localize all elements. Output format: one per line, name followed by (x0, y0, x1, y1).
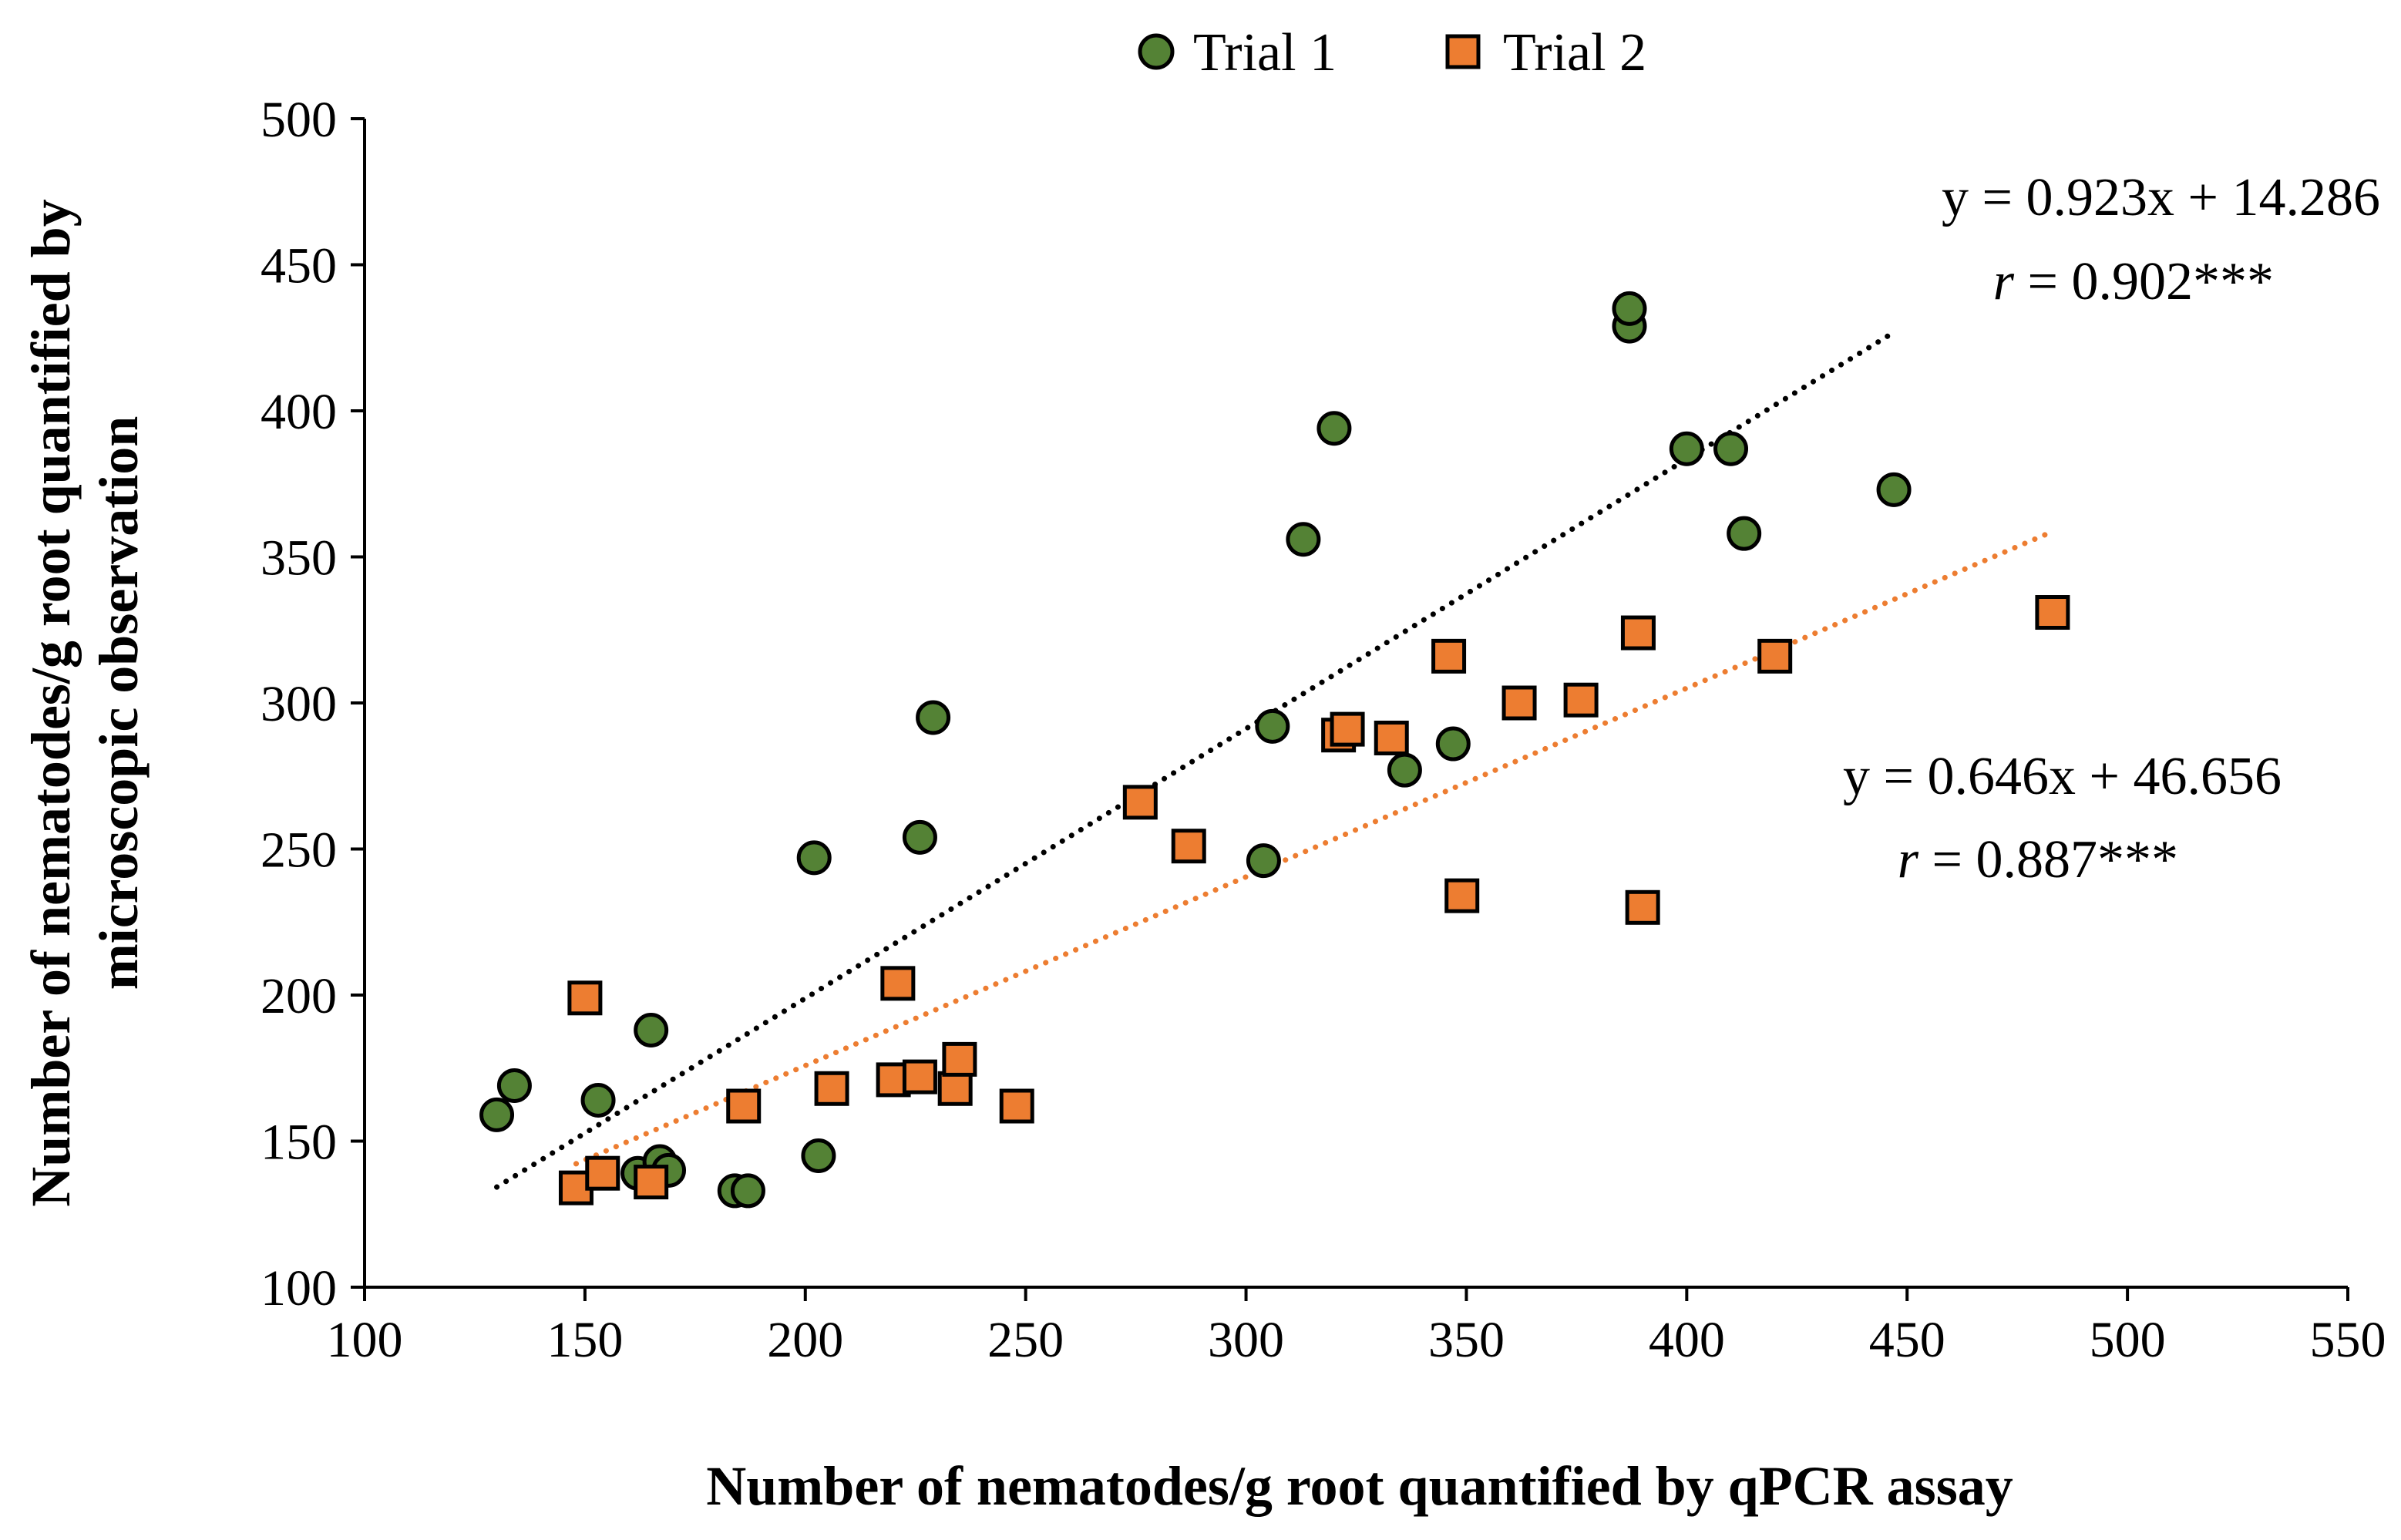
data-point-trial-2 (937, 1071, 973, 1106)
x-tick-label: 350 (1428, 1312, 1505, 1368)
legend: Trial 1 Trial 2 (1138, 23, 1646, 82)
y-axis-title-line-1: Number of nematodes/g root quantified by (20, 199, 82, 1206)
data-point-trial-2 (1444, 878, 1480, 913)
series-trial-1-points (479, 291, 1912, 1209)
legend-marker-trial-2 (1445, 34, 1481, 69)
data-point-trial-1 (1387, 752, 1422, 788)
series-trial-2-points (558, 595, 2070, 1205)
data-point-trial-1 (634, 1012, 669, 1047)
x-tick-label: 550 (2310, 1312, 2386, 1368)
legend-item-trial-2: Trial 2 (1445, 23, 1646, 82)
data-point-trial-2 (567, 980, 603, 1016)
x-tick-label: 250 (987, 1312, 1064, 1368)
y-tick-label: 350 (261, 530, 337, 587)
data-point-trial-2 (1330, 711, 1365, 747)
data-point-trial-1 (1435, 726, 1471, 762)
data-point-trial-1 (1876, 472, 1912, 507)
y-tick-label: 100 (261, 1260, 337, 1316)
data-point-trial-2 (814, 1071, 849, 1106)
data-point-trial-2 (1374, 720, 1409, 755)
data-point-trial-1 (801, 1138, 836, 1173)
data-point-trial-2 (1757, 638, 1793, 674)
data-point-trial-1 (479, 1097, 515, 1132)
data-point-trial-2 (585, 1155, 620, 1191)
y-tick-label: 300 (261, 676, 337, 732)
data-point-trial-2 (1501, 685, 1537, 721)
legend-item-trial-1: Trial 1 (1138, 23, 1337, 82)
legend-marker-trial-1 (1138, 33, 1175, 70)
legend-label-trial-1: Trial 1 (1193, 23, 1337, 82)
data-point-trial-2 (1625, 889, 1660, 925)
data-point-trial-2 (1563, 682, 1599, 718)
data-point-trial-1 (580, 1082, 616, 1118)
data-point-trial-1 (902, 819, 937, 855)
y-tick-label: 200 (261, 968, 337, 1024)
data-point-trial-1 (1255, 708, 1290, 744)
data-point-trial-1 (1727, 516, 1762, 551)
equation-trial-2: y = 0.646x + 46.656 (1843, 747, 2282, 806)
r-value-text-trial-2: = 0.887*** (1918, 830, 2178, 889)
y-tick-label: 500 (261, 92, 337, 148)
equation-trial-1: y = 0.923x + 14.286 (1942, 168, 2380, 227)
x-tick-label: 300 (1208, 1312, 1284, 1368)
x-tick-label: 150 (546, 1312, 623, 1368)
trendline-trial-1 (494, 329, 1897, 1190)
y-axis-ticks: 100 150 200 250 300 350 400 450 500 (261, 92, 365, 1316)
data-point-trial-2 (726, 1088, 762, 1124)
data-point-trial-1 (1612, 291, 1647, 326)
data-point-trial-2 (902, 1059, 937, 1094)
data-point-trial-1 (796, 840, 832, 876)
data-point-trial-2 (1122, 785, 1158, 820)
y-tick-label: 450 (261, 238, 337, 294)
data-point-trial-2 (1431, 638, 1467, 674)
r-value-trial-2: r = 0.887*** (1898, 830, 2178, 889)
x-tick-label: 450 (1869, 1312, 1945, 1368)
x-tick-label: 500 (2090, 1312, 2166, 1368)
y-axis-title-line-2: microscopic observation (88, 416, 150, 990)
y-tick-label: 150 (261, 1115, 337, 1171)
data-point-trial-2 (942, 1041, 977, 1077)
data-point-trial-1 (1246, 843, 1281, 879)
data-point-trial-1 (730, 1173, 765, 1209)
legend-label-trial-2: Trial 2 (1503, 23, 1646, 82)
r-symbol-trial-2: r (1898, 830, 1919, 889)
data-point-trial-2 (634, 1165, 669, 1200)
x-axis-ticks: 100 150 200 250 300 350 400 450 500 550 (327, 1287, 2386, 1368)
x-tick-label: 100 (327, 1312, 403, 1368)
data-point-trial-1 (916, 700, 951, 735)
data-point-trial-1 (496, 1068, 532, 1103)
trendline-trial-2 (573, 529, 2056, 1167)
x-axis-title: Number of nematodes/g root quantified by… (706, 1455, 2013, 1517)
data-point-trial-2 (999, 1088, 1034, 1124)
data-point-trial-1 (1669, 431, 1704, 466)
y-tick-label: 250 (261, 822, 337, 879)
x-tick-label: 200 (767, 1312, 843, 1368)
r-value-trial-1: r = 0.902*** (1993, 252, 2274, 311)
y-axis-title: Number of nematodes/g root quantified by… (20, 199, 150, 1206)
data-point-trial-1 (1286, 522, 1321, 557)
data-point-trial-1 (1713, 431, 1749, 466)
data-point-trial-1 (1317, 411, 1352, 446)
data-point-trial-2 (880, 966, 916, 1001)
y-tick-label: 400 (261, 384, 337, 440)
data-point-trial-2 (2035, 595, 2070, 630)
data-point-trial-2 (1620, 615, 1656, 651)
data-point-trial-2 (1171, 829, 1206, 864)
x-tick-label: 400 (1649, 1312, 1725, 1368)
r-value-text-trial-1: = 0.902*** (2014, 252, 2274, 311)
r-symbol-trial-1: r (1993, 252, 2015, 311)
